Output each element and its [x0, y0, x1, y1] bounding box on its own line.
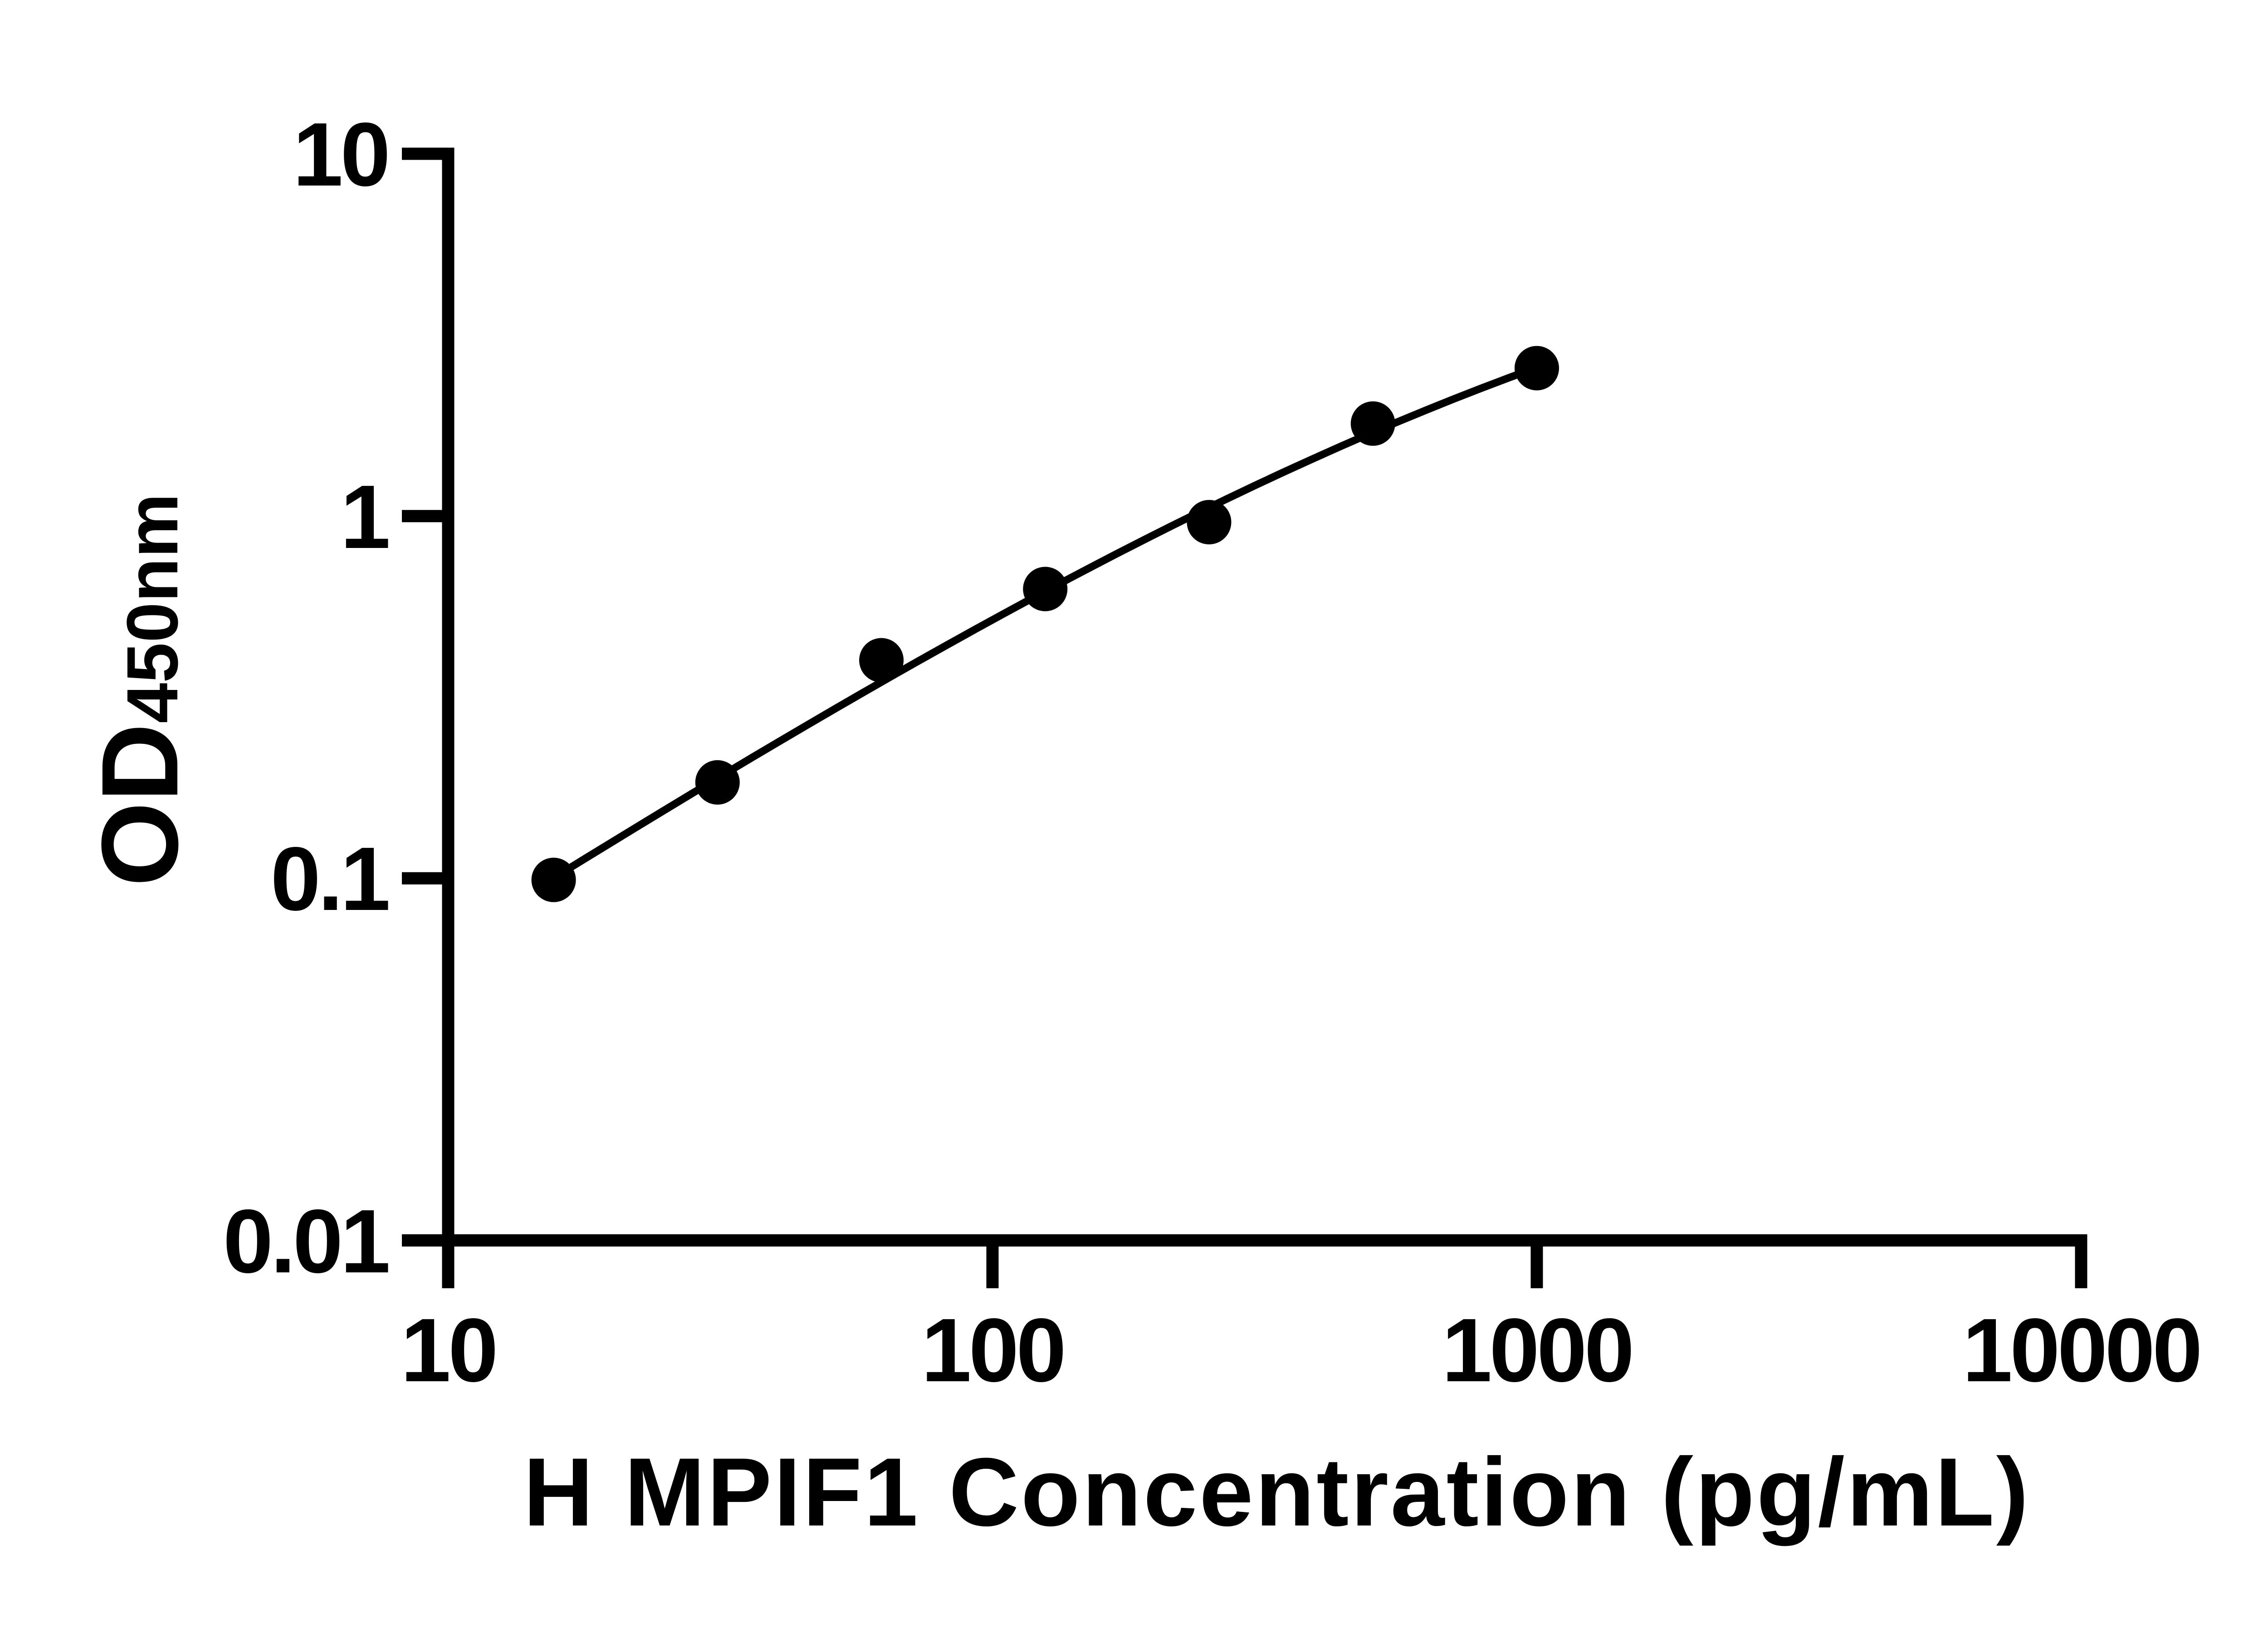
svg-text:100: 100 [921, 1300, 1064, 1401]
svg-text:10: 10 [293, 104, 388, 205]
svg-text:1: 1 [340, 467, 388, 567]
svg-text:H MPIF1 Concentration (pg/mL): H MPIF1 Concentration (pg/mL) [523, 1438, 2031, 1546]
svg-text:OD450nm: OD450nm [79, 494, 200, 887]
svg-text:10000: 10000 [1962, 1300, 2200, 1401]
svg-text:0.01: 0.01 [223, 1191, 389, 1292]
svg-text:1000: 1000 [1442, 1300, 1632, 1401]
svg-text:10: 10 [401, 1300, 495, 1401]
svg-text:0.1: 0.1 [270, 829, 388, 929]
